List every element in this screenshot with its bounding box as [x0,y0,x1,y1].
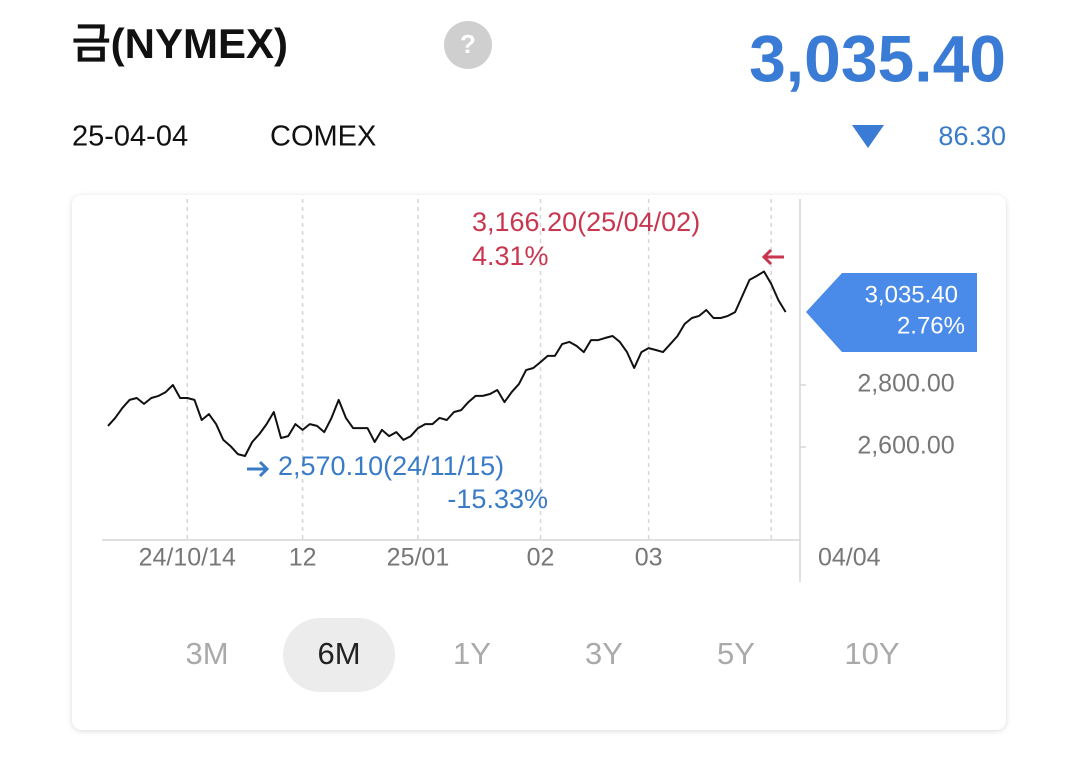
period-tab[interactable]: 1Y [453,636,491,671]
change: 86.30 [938,121,1006,151]
last-price-tag [806,273,977,353]
last-pct: 2.76% [897,312,965,339]
x-tick-label: 03 [635,544,663,572]
y-tick-label: 2,600.00 [857,432,954,460]
y-tick-label: 2,800.00 [857,370,954,398]
x-tick-label: 12 [289,544,317,572]
chart: 24/10/14 12 25/01 02 03 04/04 2,600.00 2,800.00… [102,199,977,582]
period-tab[interactable]: 3Y [585,636,623,671]
down-triangle [852,125,884,148]
x-tick-label: 02 [527,544,555,572]
low-pct: -15.33% [447,484,548,514]
low-arrow [247,460,270,478]
chart-card [72,195,1006,730]
x-tick-label: 25/01 [387,544,450,572]
period-tab[interactable]: 3M [185,636,228,671]
title: 금(NYMEX) [72,20,288,67]
low-label: 2,570.10(24/11/15) [278,451,504,481]
price-line [107,270,787,457]
last-price: 3,035.40 [865,281,958,308]
price: 3,035.40 [749,21,1006,95]
high-arrow [761,248,784,266]
x-tick-label: 24/10/14 [139,544,236,572]
x-tick-label: 04/04 [818,544,881,572]
period-tab[interactable]: 6M [317,636,360,671]
period-tab[interactable]: 5Y [717,636,755,671]
help-icon: ? [460,29,476,59]
tab-selected-bg [283,618,395,692]
period-tab[interactable]: 10Y [844,636,899,671]
high-label: 3,166.20(25/04/02) [472,207,700,237]
help-button[interactable] [444,21,492,69]
date: 25-04-04 [72,121,188,153]
exchange: COMEX [270,121,376,153]
high-pct: 4.31% [472,241,549,271]
period-tabs: 3M 6M 1Y 3Y 5Y 10Y [185,618,900,692]
